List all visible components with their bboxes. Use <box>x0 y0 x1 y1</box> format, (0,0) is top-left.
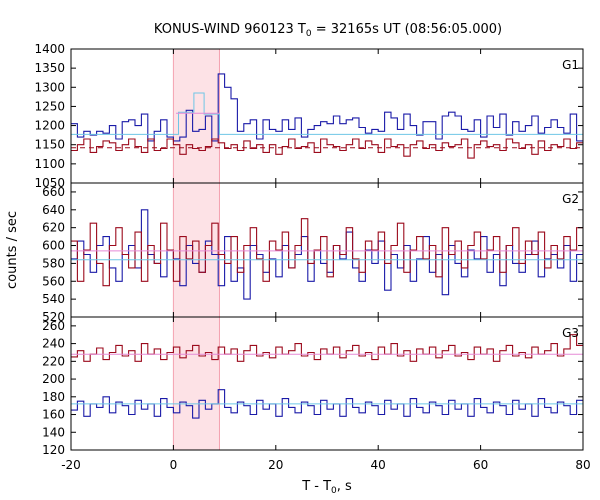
y-tick-label: 1150 <box>34 138 65 152</box>
y-tick-label: 600 <box>42 239 65 253</box>
x-tick-label: -20 <box>61 458 81 472</box>
x-tick-labels: -20 0 20 40 60 80 <box>61 458 590 472</box>
y-tick-label: 540 <box>42 292 65 306</box>
y-tick-label: 1100 <box>34 157 65 171</box>
y-tick-label: 140 <box>42 425 65 439</box>
series-blue-g3-1 <box>71 389 583 419</box>
y-tick-label: 1400 <box>34 42 65 56</box>
y-tick-label: 560 <box>42 274 65 288</box>
y-tick-label: 1200 <box>34 119 65 133</box>
x-tick-label: 40 <box>371 458 386 472</box>
highlight-band <box>173 317 220 450</box>
panel-g3: 120 140 160 180 200 220 240 260 G3 <box>42 316 584 457</box>
y-tick-label: 1250 <box>34 99 65 113</box>
y-tick-label: 220 <box>42 354 65 368</box>
y-tick-label: 240 <box>42 337 65 351</box>
y-tick-label: 620 <box>42 221 65 235</box>
y-tick-label: 160 <box>42 408 65 422</box>
series-red-g1-1 <box>71 138 583 159</box>
y-tick-label: 1350 <box>34 61 65 75</box>
series-red-g3-0 <box>71 334 583 362</box>
series-cyan-g1-2 <box>71 92 583 135</box>
y-tick-label: 580 <box>42 256 65 270</box>
panel-g1: 1050 1100 1150 1200 1250 1300 1350 1400 G1 <box>34 42 584 190</box>
y-axis-label: counts / sec <box>5 211 20 289</box>
chart-panels: 1050 1100 1150 1200 1250 1300 1350 1400 G1 520 540… <box>34 42 584 457</box>
y-tick-label: 520 <box>42 310 65 324</box>
highlight-band <box>173 49 220 183</box>
y-tick-label: 180 <box>42 390 65 404</box>
y-tick-label: 260 <box>42 319 65 333</box>
series-blue-g1-0 <box>71 73 583 142</box>
x-tick-label: 80 <box>575 458 590 472</box>
x-axis-label: T - T0, s <box>301 479 352 496</box>
y-tick-label: 200 <box>42 372 65 386</box>
panel-label: G3 <box>562 326 579 340</box>
panel-label: G1 <box>562 58 579 72</box>
x-tick-label: 0 <box>170 458 178 472</box>
y-tick-label: 640 <box>42 203 65 217</box>
panel-g2: 520 540 560 580 600 620 640 660 G2 <box>42 182 584 324</box>
panel-frame <box>70 316 584 451</box>
y-tick-label: 120 <box>42 443 65 457</box>
y-tick-label: 1300 <box>34 80 65 94</box>
panel-label: G2 <box>562 192 579 206</box>
x-tick-label: 60 <box>473 458 488 472</box>
chart-title: KONUS-WIND 960123 T0 = 32165s UT (08:56:… <box>154 22 502 39</box>
x-tick-label: 20 <box>268 458 283 472</box>
series-red-g2-1 <box>71 218 583 287</box>
y-tick-label: 1050 <box>34 176 65 190</box>
y-tick-label: 660 <box>42 185 65 199</box>
